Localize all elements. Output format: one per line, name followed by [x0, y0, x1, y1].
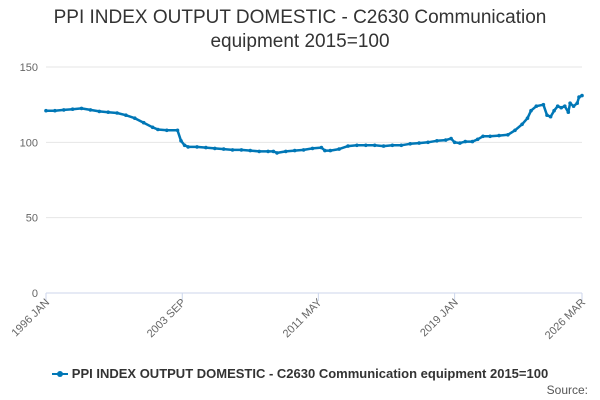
series-layer [44, 93, 584, 155]
data-point[interactable] [79, 106, 84, 111]
y-tick-label: 100 [20, 137, 38, 149]
data-point[interactable] [182, 143, 187, 148]
data-point[interactable] [186, 145, 190, 149]
data-point[interactable] [328, 148, 333, 153]
data-point[interactable] [221, 147, 226, 151]
data-point[interactable] [529, 108, 533, 113]
data-point[interactable] [88, 108, 93, 112]
data-point[interactable] [323, 148, 327, 153]
data-point[interactable] [525, 116, 530, 120]
data-point[interactable] [301, 148, 306, 152]
chart-title-line-1: PPI INDEX OUTPUT DOMESTIC - C2630 Commun… [53, 7, 547, 28]
data-point[interactable] [513, 128, 517, 133]
data-point[interactable] [555, 104, 560, 108]
data-point[interactable] [124, 113, 128, 117]
data-point[interactable] [70, 107, 75, 111]
data-point[interactable] [319, 145, 324, 150]
data-point[interactable] [506, 133, 510, 137]
data-point[interactable] [355, 143, 359, 148]
data-point[interactable] [257, 149, 262, 154]
data-point[interactable] [292, 148, 297, 153]
data-point[interactable] [266, 149, 270, 154]
data-point[interactable] [435, 139, 439, 143]
x-tick-label: 2011 MAY [281, 296, 325, 340]
data-point[interactable] [520, 122, 524, 127]
data-point[interactable] [141, 120, 146, 125]
data-point[interactable] [213, 146, 217, 151]
data-point[interactable] [545, 113, 549, 117]
x-tick-label: 2026 MAR [543, 297, 588, 342]
data-point[interactable] [541, 102, 546, 107]
y-tick-label: 150 [20, 62, 38, 74]
y-tick-label: 50 [26, 213, 38, 225]
data-point[interactable] [566, 110, 571, 114]
data-point[interactable] [563, 104, 567, 108]
data-point[interactable] [239, 148, 244, 152]
data-point[interactable] [275, 151, 279, 155]
data-point[interactable] [337, 147, 341, 151]
data-point[interactable] [580, 93, 584, 98]
legend-label: PPI INDEX OUTPUT DOMESTIC - C2630 Commun… [71, 366, 549, 382]
data-point[interactable] [449, 136, 453, 141]
x-tick-label: 2019 JAN [418, 297, 461, 340]
data-point[interactable] [458, 141, 462, 145]
data-point[interactable] [271, 149, 276, 154]
x-tick-label: 1996 JAN [9, 297, 52, 340]
data-point[interactable] [364, 143, 368, 148]
data-point[interactable] [53, 108, 57, 113]
data-point[interactable] [452, 140, 457, 145]
data-point[interactable] [372, 143, 377, 148]
data-point[interactable] [443, 138, 448, 142]
data-point[interactable] [488, 134, 492, 139]
data-point[interactable] [571, 104, 576, 108]
data-point[interactable] [179, 139, 183, 143]
data-point[interactable] [577, 95, 581, 99]
data-point[interactable] [150, 125, 155, 130]
x-tick-label: 2003 SEP [145, 297, 189, 341]
data-point[interactable] [481, 134, 485, 139]
source-label: Source: [546, 383, 588, 397]
data-point[interactable] [195, 145, 199, 149]
data-point[interactable] [475, 137, 480, 142]
data-point[interactable] [175, 128, 180, 133]
data-point[interactable] [390, 143, 395, 148]
series-line [46, 94, 583, 155]
chart-title-line-2: equipment 2015=100 [210, 31, 390, 52]
data-point[interactable] [552, 108, 556, 113]
data-point[interactable] [559, 105, 563, 110]
data-point[interactable] [534, 104, 539, 108]
data-point[interactable] [97, 109, 102, 114]
data-point[interactable] [44, 108, 48, 113]
data-point[interactable] [230, 148, 235, 152]
data-point[interactable] [470, 139, 475, 144]
data-point[interactable] [133, 116, 137, 120]
data-point[interactable] [106, 110, 110, 114]
data-point[interactable] [346, 144, 350, 148]
gridlines [46, 66, 582, 219]
legend[interactable]: PPI INDEX OUTPUT DOMESTIC - C2630 Commun… [0, 365, 600, 381]
data-point[interactable] [417, 141, 421, 145]
data-point[interactable] [575, 101, 579, 105]
data-point[interactable] [497, 133, 501, 138]
data-point[interactable] [115, 111, 119, 115]
data-point[interactable] [310, 146, 315, 151]
data-point[interactable] [62, 108, 66, 112]
data-point[interactable] [156, 127, 160, 132]
data-point[interactable] [408, 142, 413, 146]
data-point[interactable] [204, 145, 208, 150]
data-point[interactable] [463, 139, 468, 144]
data-point[interactable] [381, 144, 386, 148]
chart-title: PPI INDEX OUTPUT DOMESTIC - C2630 Commun… [0, 6, 600, 54]
y-tick-label: 0 [32, 288, 38, 300]
data-point[interactable] [548, 114, 553, 119]
data-point[interactable] [568, 101, 572, 105]
legend-line-marker-icon [51, 369, 68, 379]
data-point[interactable] [248, 148, 253, 153]
axes: 0 50 100 150 1996 JAN 2003 SEP 2011 MAY 2019 JA… [9, 62, 588, 342]
data-point[interactable] [284, 149, 288, 154]
data-point[interactable] [426, 140, 430, 145]
data-point[interactable] [399, 143, 404, 148]
data-point[interactable] [165, 128, 169, 133]
